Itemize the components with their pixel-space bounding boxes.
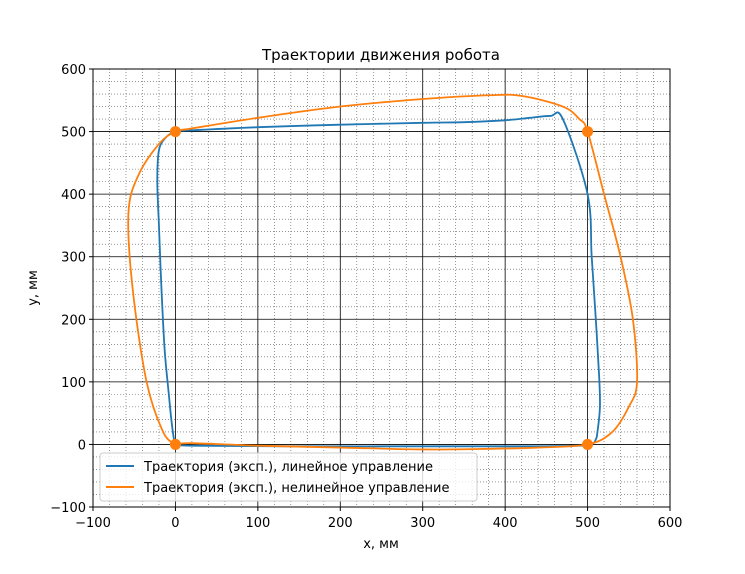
series-line-nonlinear <box>127 93 639 451</box>
chart-title: Траектории движения робота <box>261 46 500 64</box>
legend-label-nonlinear: Траектория (эксп.), нелинейное управлени… <box>143 481 449 496</box>
y-tick-label: 100 <box>61 376 86 391</box>
x-tick-label: 0 <box>171 516 179 531</box>
waypoint-marker <box>582 126 594 138</box>
waypoint-marker <box>582 438 594 450</box>
legend: Траектория (эксп.), линейное управление … <box>99 452 478 502</box>
x-tick-label: 400 <box>493 516 518 531</box>
legend-label-linear: Траектория (эксп.), линейное управление <box>143 460 433 475</box>
series-layer <box>127 93 639 451</box>
major-grid <box>93 69 670 507</box>
y-tick-label: 200 <box>61 313 86 328</box>
waypoint-marker <box>169 126 181 138</box>
y-tick-label: −100 <box>50 501 86 516</box>
marker-layer <box>169 126 594 450</box>
legend-box <box>99 452 478 502</box>
x-tick-label: 500 <box>575 516 600 531</box>
x-axis-label: x, мм <box>363 537 399 552</box>
x-tick-label: 200 <box>328 516 353 531</box>
tick-layer: −100 0 100 200 300 400 500 600 −100 0 100 200 300 400… <box>50 63 682 531</box>
x-tick-label: −100 <box>75 516 111 531</box>
y-tick-label: 500 <box>61 126 86 141</box>
plot-frame <box>92 68 671 508</box>
y-tick-label: 400 <box>61 188 86 203</box>
x-tick-label: 100 <box>245 516 270 531</box>
y-axis-label: y, мм <box>26 270 41 306</box>
x-tick-label: 300 <box>410 516 435 531</box>
y-tick-label: 300 <box>61 251 86 266</box>
x-tick-label: 600 <box>658 516 683 531</box>
waypoint-marker <box>169 438 181 450</box>
y-tick-label: 600 <box>61 63 86 78</box>
y-tick-label: 0 <box>78 438 86 453</box>
